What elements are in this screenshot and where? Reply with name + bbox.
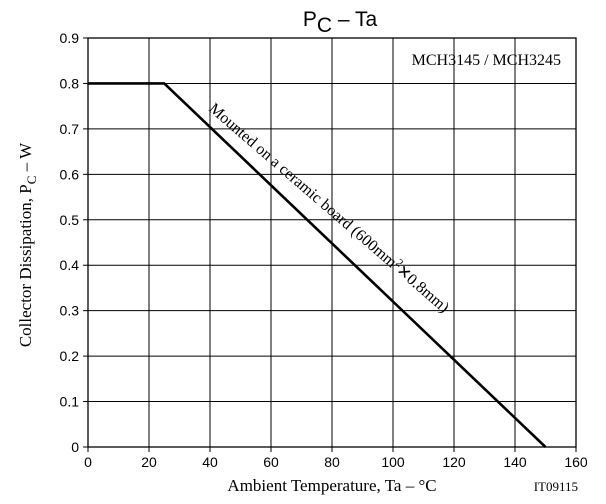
y-tick-labels: 0 0.1 0.2 0.3 0.4 0.5 0.6 0.7 0.8 0.9 xyxy=(60,30,88,455)
y-tick-label: 0.5 xyxy=(60,212,80,228)
y-tick-label: 0.6 xyxy=(60,166,80,182)
x-tick-label: 40 xyxy=(202,454,218,470)
y-tick-label: 0.3 xyxy=(60,303,80,319)
part-numbers-annotation: MCH3145 / MCH3245 xyxy=(412,52,561,69)
y-tick-label: 0.9 xyxy=(60,30,80,46)
chart-title-sub: C xyxy=(317,14,332,37)
y-tick-label: 0.4 xyxy=(60,257,80,273)
y-axis-label-rest: – W xyxy=(16,142,35,176)
chart-title-main: P xyxy=(303,8,317,31)
pc-derating-curve xyxy=(88,82,547,448)
y-axis-label-sub: C xyxy=(24,176,39,185)
curve-label: Mounted on a ceramic board (600mm2✕0.8mm… xyxy=(205,99,453,317)
x-tick-label: 120 xyxy=(442,454,466,470)
x-tick-label: 140 xyxy=(503,454,527,470)
y-axis-label-main: Collector Dissipation, P xyxy=(16,184,35,347)
x-tick-label: 60 xyxy=(263,454,279,470)
y-tick-label: 0.7 xyxy=(60,121,80,137)
y-tick-label: 0.1 xyxy=(60,394,80,410)
x-tick-label: 160 xyxy=(564,454,588,470)
x-tick-label: 0 xyxy=(84,454,92,470)
y-tick-label: 0 xyxy=(71,439,79,455)
x-tick-label: 20 xyxy=(141,454,157,470)
y-axis-label: Collector Dissipation, PC – W xyxy=(16,142,39,347)
x-tick-label: 100 xyxy=(381,454,405,470)
x-axis-label: Ambient Temperature, Ta – °C xyxy=(227,476,436,495)
x-tick-label: 80 xyxy=(324,454,340,470)
grid-lines xyxy=(88,38,576,447)
y-tick-label: 0.8 xyxy=(60,75,80,91)
chart-title: PC – Ta xyxy=(303,8,378,37)
plot-frame xyxy=(87,37,577,448)
chart-title-rest: – Ta xyxy=(332,8,377,31)
curve-label-main: Mounted on a ceramic board (600mm xyxy=(205,100,400,271)
figure-code: IT09115 xyxy=(534,479,578,494)
series-layer xyxy=(88,82,547,448)
x-tick-labels: 0 20 40 60 80 100 120 140 160 xyxy=(84,447,588,470)
y-tick-label: 0.2 xyxy=(60,348,80,364)
